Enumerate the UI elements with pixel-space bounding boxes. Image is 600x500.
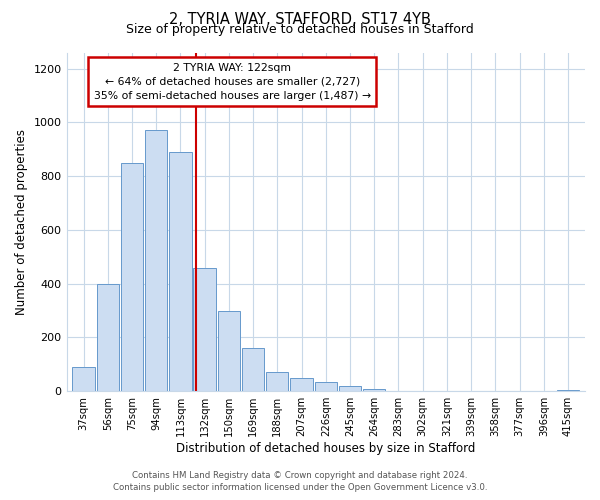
Bar xyxy=(242,348,264,391)
Bar xyxy=(218,310,240,391)
Bar xyxy=(193,268,216,391)
Bar xyxy=(266,372,289,391)
Text: Size of property relative to detached houses in Stafford: Size of property relative to detached ho… xyxy=(126,23,474,36)
Bar xyxy=(557,390,579,391)
X-axis label: Distribution of detached houses by size in Stafford: Distribution of detached houses by size … xyxy=(176,442,475,455)
Bar xyxy=(363,388,385,391)
Bar xyxy=(121,162,143,391)
Bar xyxy=(290,378,313,391)
Bar xyxy=(314,382,337,391)
Bar xyxy=(145,130,167,391)
Bar xyxy=(339,386,361,391)
Bar xyxy=(97,284,119,391)
Y-axis label: Number of detached properties: Number of detached properties xyxy=(15,129,28,315)
Text: Contains HM Land Registry data © Crown copyright and database right 2024.
Contai: Contains HM Land Registry data © Crown c… xyxy=(113,471,487,492)
Text: 2, TYRIA WAY, STAFFORD, ST17 4YB: 2, TYRIA WAY, STAFFORD, ST17 4YB xyxy=(169,12,431,28)
Bar xyxy=(73,367,95,391)
Bar xyxy=(169,152,191,391)
Text: 2 TYRIA WAY: 122sqm
← 64% of detached houses are smaller (2,727)
35% of semi-det: 2 TYRIA WAY: 122sqm ← 64% of detached ho… xyxy=(94,62,371,100)
